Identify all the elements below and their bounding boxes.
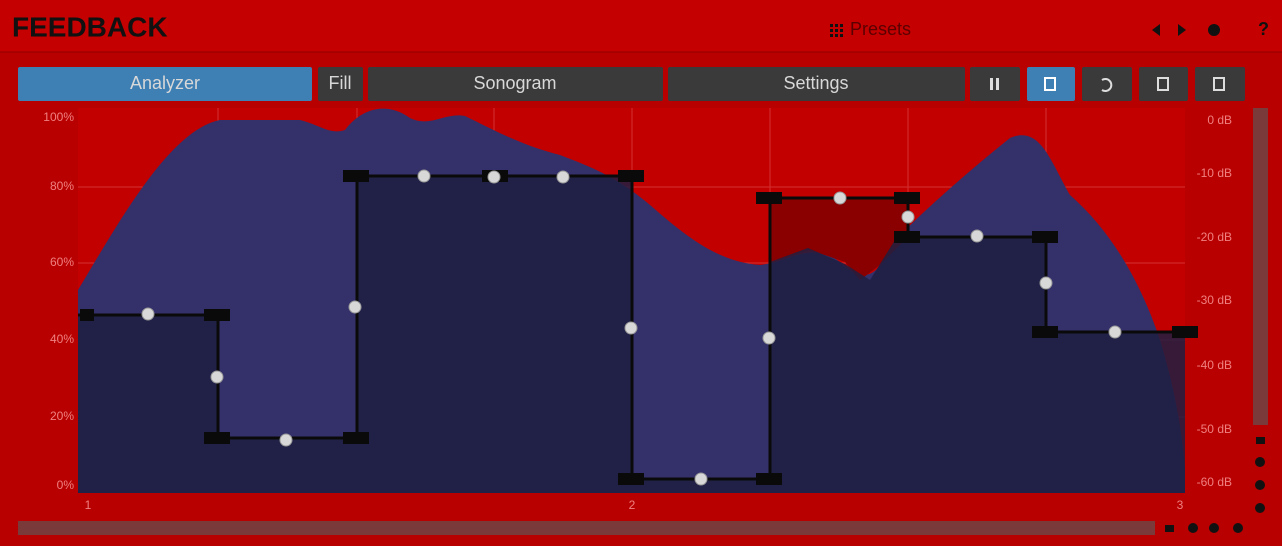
reset-icon (1101, 78, 1113, 92)
left-axis-label: 0% (57, 478, 75, 492)
sonogram-button[interactable] (368, 67, 663, 101)
left-axis-label: 60% (50, 255, 74, 269)
graph: 100% 80% 60% 40% 20% 0% 0 dB -10 dB -20 … (43, 108, 1232, 512)
copy-icon (1157, 77, 1169, 91)
right-axis-label: -30 dB (1197, 293, 1232, 307)
copy-button[interactable] (1139, 67, 1188, 101)
right-axis-label: -40 dB (1197, 358, 1232, 372)
pause-icon (996, 78, 999, 90)
next-preset[interactable] (1178, 24, 1186, 36)
prev-preset[interactable] (1152, 24, 1160, 36)
zoom-controls[interactable] (1165, 437, 1265, 533)
vertical-scrollbar[interactable] (1253, 108, 1268, 425)
analyzer-button[interactable] (18, 67, 312, 101)
random-preset[interactable] (1208, 24, 1220, 36)
pause-icon (990, 78, 993, 90)
fill-button[interactable] (318, 67, 363, 101)
settings-button[interactable] (668, 67, 965, 101)
right-axis-label: 0 dB (1207, 113, 1232, 127)
x-axis-label: 1 (85, 498, 92, 512)
left-axis-label: 80% (50, 179, 74, 193)
right-axis-label: -10 dB (1197, 166, 1232, 180)
presets-icon (830, 24, 843, 37)
x-axis-label: 3 (1177, 498, 1184, 512)
presets-button[interactable]: Presets (850, 19, 911, 39)
left-axis-label: 20% (50, 409, 74, 423)
title: FEEDBACK (12, 11, 168, 42)
analyzer-label: Analyzer (130, 73, 200, 93)
sonogram-label: Sonogram (473, 73, 556, 93)
left-axis-label: 100% (43, 110, 74, 124)
paste-button[interactable] (1195, 67, 1245, 101)
pause-button[interactable] (970, 67, 1020, 101)
header-bar (0, 0, 1282, 52)
band-points[interactable] (141, 169, 1122, 486)
mode-button[interactable] (1027, 67, 1075, 101)
horizontal-scrollbar[interactable] (18, 521, 1155, 535)
boost-region (770, 198, 908, 280)
right-axis-label: -60 dB (1197, 475, 1232, 489)
x-axis-label: 2 (629, 498, 636, 512)
right-axis-label: -50 dB (1197, 422, 1232, 436)
mode-icon (1044, 77, 1056, 91)
help-button[interactable]: ? (1258, 19, 1269, 39)
fill-label: Fill (329, 73, 352, 93)
left-axis-label: 40% (50, 332, 74, 346)
reset-button[interactable] (1082, 67, 1132, 101)
right-axis-label: -20 dB (1197, 230, 1232, 244)
paste-icon (1213, 77, 1225, 91)
settings-label: Settings (783, 73, 848, 93)
